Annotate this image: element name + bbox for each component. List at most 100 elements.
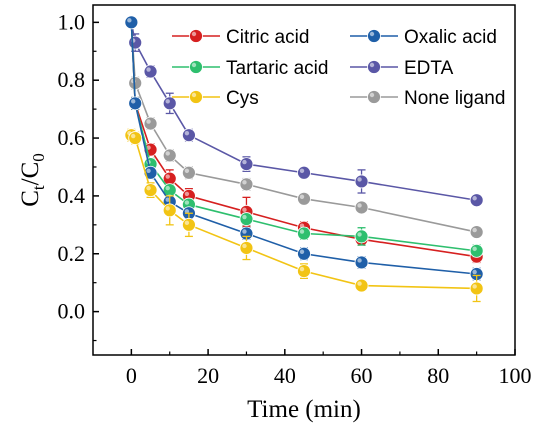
data-point-highlight (146, 119, 151, 124)
data-point-highlight (242, 159, 247, 165)
data-point-highlight (146, 185, 151, 191)
data-point (239, 177, 254, 192)
data-point-highlight (184, 209, 190, 214)
data-point-highlight (165, 174, 170, 179)
x-tick-label: 20 (197, 363, 219, 388)
y-tick-label: 0.8 (58, 67, 86, 92)
data-point-highlight (131, 99, 136, 104)
legend-item: Cys (172, 88, 259, 109)
legend-marker (367, 90, 381, 104)
y-tick-label: 1.0 (58, 9, 86, 34)
data-point (143, 183, 158, 198)
data-point (182, 217, 196, 232)
data-point-highlight (165, 151, 170, 156)
series-none-ligand (124, 15, 484, 239)
data-point (162, 203, 177, 218)
data-point (469, 281, 484, 296)
series-oxalic-acid (124, 15, 484, 281)
legend-marker-highlight (369, 62, 375, 68)
axis-ticks: 0 20 40 60 80 100 0.0 0.2 0.4 0.6 0.8 1.0 (58, 9, 532, 388)
data-point-highlight (299, 194, 305, 200)
y-axis-title-slash: /C (17, 162, 44, 186)
data-point (297, 191, 311, 206)
data-point (297, 165, 311, 180)
y-axis-title: Ct/C0 (17, 153, 48, 207)
data-point-highlight (299, 266, 305, 272)
legend: Citric acid Oxalic acid Tartaric acid EDTA C… (172, 27, 505, 109)
legend-label: Oxalic acid (404, 27, 497, 48)
data-point-highlight (242, 243, 247, 249)
data-point-highlight (184, 191, 190, 197)
data-point (354, 255, 369, 270)
x-tick-label: 60 (351, 363, 373, 388)
legend-item: Tartaric acid (172, 58, 328, 79)
legend-item: Citric acid (172, 27, 309, 48)
legend-label: None ligand (404, 88, 505, 109)
plot-frame (92, 4, 516, 356)
data-point-highlight (127, 18, 132, 23)
data-point-highlight (165, 99, 170, 104)
y-tick-label: 0.0 (58, 299, 86, 324)
legend-label: Cys (226, 88, 259, 109)
data-point (162, 96, 177, 111)
data-point (469, 193, 484, 208)
series-citric-acid (124, 15, 484, 264)
legend-marker-highlight (369, 31, 375, 37)
legend-marker (189, 29, 203, 43)
x-tick-label: 100 (499, 363, 532, 388)
legend-label: EDTA (404, 58, 454, 79)
data-point-highlight (184, 130, 190, 136)
legend-item: None ligand (350, 88, 505, 109)
legend-marker-highlight (191, 92, 197, 98)
data-point (182, 128, 196, 143)
data-point-highlight (242, 229, 247, 234)
data-point (162, 148, 177, 163)
data-point-highlight (472, 246, 477, 252)
data-point-highlight (472, 269, 477, 275)
legend-item: Oxalic acid (350, 27, 497, 48)
data-point (128, 131, 143, 145)
data-point (354, 229, 369, 244)
y-tick-label: 0.2 (58, 241, 86, 266)
data-point-highlight (165, 206, 170, 211)
data-point-highlight (472, 196, 477, 201)
data-point (239, 241, 254, 255)
series-layer (124, 15, 484, 303)
data-point-highlight (184, 168, 190, 173)
data-point (297, 226, 311, 241)
data-point (128, 96, 143, 111)
y-tick-label: 0.6 (58, 125, 86, 150)
data-point-highlight (299, 249, 305, 254)
data-point (354, 174, 369, 189)
data-point-highlight (357, 281, 362, 286)
legend-marker (189, 60, 203, 74)
legend-marker-highlight (191, 62, 197, 68)
data-point-highlight (242, 214, 247, 220)
data-point (297, 246, 311, 261)
data-point-highlight (357, 177, 362, 182)
y-tick-label: 0.4 (58, 183, 86, 208)
data-point-highlight (357, 258, 362, 263)
legend-marker (367, 60, 381, 74)
legend-label: Citric acid (226, 27, 309, 48)
data-point (469, 243, 484, 258)
data-point (128, 35, 143, 50)
y-axis-title-sub2: 0 (29, 153, 48, 162)
legend-marker-highlight (369, 92, 375, 98)
series-cys (124, 128, 484, 303)
data-point-highlight (242, 207, 247, 213)
data-point-highlight (299, 229, 305, 234)
data-point-highlight (165, 185, 170, 191)
legend-marker-highlight (191, 31, 197, 37)
data-point-highlight (299, 168, 305, 173)
data-point-highlight (146, 168, 151, 173)
data-point-highlight (184, 200, 190, 205)
data-point (354, 200, 369, 215)
data-point (239, 157, 254, 171)
data-point (143, 64, 158, 79)
legend-marker (189, 90, 203, 104)
y-axis-title-sub1: t (29, 185, 48, 190)
data-point-highlight (131, 133, 136, 139)
data-point (297, 264, 311, 279)
